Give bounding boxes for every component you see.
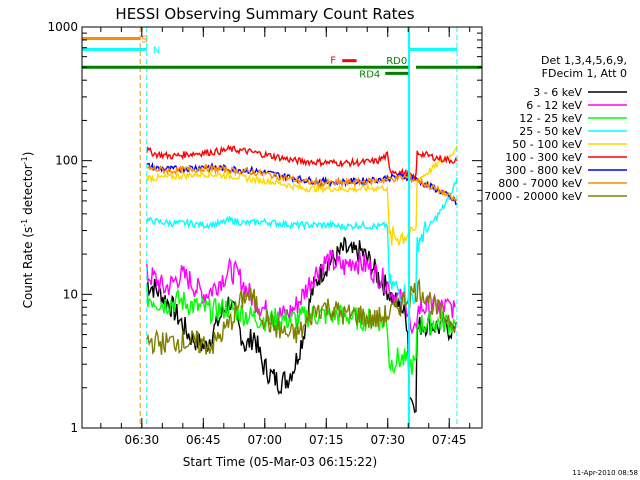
legend-label-6: 100 - 300 keV (505, 151, 582, 164)
x-tick-label: 06:45 (186, 433, 221, 447)
series-line-6 (146, 144, 458, 182)
night-label: N (153, 45, 160, 56)
legend-header-1: Det 1,3,4,5,6,9, (541, 54, 627, 67)
rd4-label: RD4 (359, 69, 380, 80)
legend-label-2: 6 - 12 keV (526, 99, 582, 112)
series-line-5 (146, 145, 458, 246)
plot-layer (82, 27, 482, 428)
axes-layer: SN F RD0 RD4 1 10 100 1000 06:30 06:45 07:00 07:15 0… (47, 20, 483, 447)
saa-label: S (141, 35, 147, 46)
legend-label-4: 25 - 50 keV (519, 125, 582, 138)
y-axis-label-sup1: -1 (20, 219, 29, 227)
y-axis-label-mid: detector (21, 164, 35, 219)
series-line-3 (146, 285, 456, 378)
legend-label-7: 300 - 800 keV (505, 164, 582, 177)
y-tick-label: 1 (70, 421, 78, 435)
x-tick-label: 07:00 (247, 433, 282, 447)
y-axis-label-base: Count Rate (s (21, 227, 35, 309)
y-tick-label: 100 (55, 154, 78, 168)
y-tick-label: 10 (63, 287, 78, 301)
x-tick-label: 07:30 (370, 433, 405, 447)
legend-label-3: 12 - 25 keV (519, 112, 582, 125)
timestamp: 11-Apr-2010 08:58 (572, 469, 638, 477)
legend-header-2: FDecim 1, Att 0 (542, 67, 627, 80)
legend-label-1: 3 - 6 keV (533, 86, 582, 99)
series-line-8 (146, 163, 458, 202)
x-tick-label: 06:30 (125, 433, 160, 447)
plot-frame (81, 26, 483, 429)
y-tick-label: 1000 (47, 20, 78, 34)
x-axis-label: Start Time (05-Mar-03 06:15:22) (183, 455, 377, 469)
series-line-1 (146, 237, 456, 414)
legend-label-9: 7000 - 20000 keV (484, 190, 582, 203)
chart-title: HESSI Observing Summary Count Rates (115, 5, 414, 23)
x-tick-label: 07:15 (309, 433, 344, 447)
flare-label: F (330, 56, 336, 67)
series-line-9 (146, 278, 458, 355)
y-axis-label-sup2: -1 (20, 156, 29, 164)
y-axis-label: Count Rate (s-1 detector-1) (20, 152, 35, 309)
rd0-label: RD0 (386, 56, 407, 67)
legend-label-8: 800 - 7000 keV (498, 177, 582, 190)
x-tick-label: 07:45 (432, 433, 467, 447)
legend-label-5: 50 - 100 keV (512, 138, 582, 151)
y-axis-label-end: ) (21, 152, 35, 157)
